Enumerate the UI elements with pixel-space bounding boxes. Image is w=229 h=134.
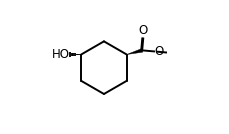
Text: O: O xyxy=(154,45,163,58)
Text: HO: HO xyxy=(52,48,69,61)
Polygon shape xyxy=(126,49,142,55)
Text: O: O xyxy=(138,24,147,37)
